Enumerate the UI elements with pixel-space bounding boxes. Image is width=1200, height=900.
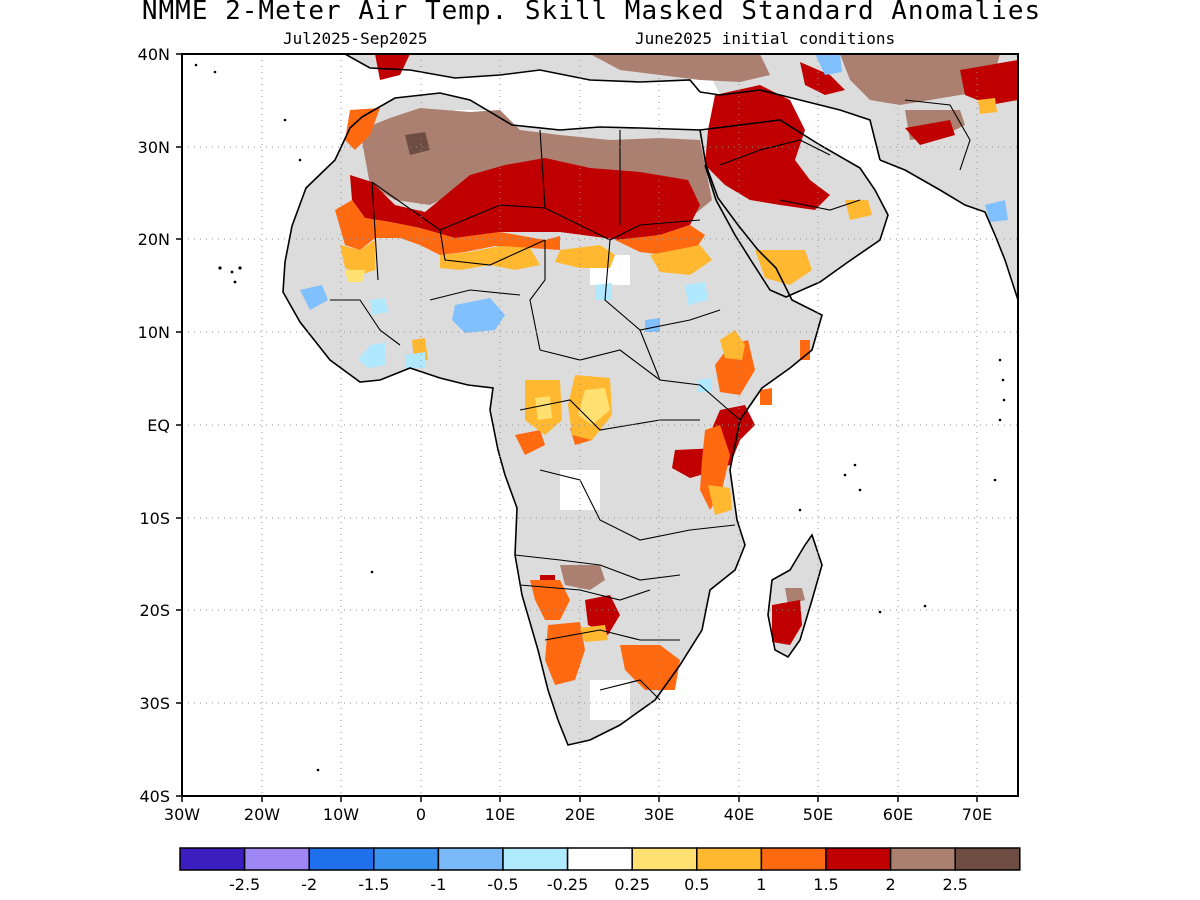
colorbar-label: -2.5 (229, 875, 260, 894)
colorbar-label: -0.5 (487, 875, 518, 894)
lon-label-20e: 20E (565, 805, 595, 824)
colorbar-label: 2 (886, 875, 896, 894)
colorbar-box (631, 847, 698, 871)
lon-label-10w: 10W (323, 805, 359, 824)
lat-label-30s: 30S (139, 694, 170, 713)
colorbar-box (437, 847, 504, 871)
lon-label-40e: 40E (724, 805, 754, 824)
valid-period: Jul2025-Sep2025 (283, 29, 428, 48)
colorbar-boxes (179, 847, 1021, 871)
anomaly-light-orange (340, 240, 375, 275)
anomaly-orange (335, 200, 560, 255)
colorbar-box (243, 847, 310, 871)
colorbar-label: 0.25 (614, 875, 650, 894)
map-title: NMME 2-Meter Air Temp. Skill Masked Stan… (141, 0, 1042, 26)
lat-label-eq: EQ (147, 416, 170, 435)
lon-label-50e: 50E (803, 805, 833, 824)
colorbar-box (889, 847, 956, 871)
colorbar-box (308, 847, 375, 871)
lon-label-0: 0 (416, 805, 426, 824)
lon-label-70e: 70E (962, 805, 992, 824)
colorbar-label: -1.5 (358, 875, 389, 894)
colorbar-label: -0.25 (547, 875, 588, 894)
lon-label-60e: 60E (883, 805, 913, 824)
lat-label-10s: 10S (139, 509, 170, 528)
anomaly-light-blue (452, 298, 505, 333)
lat-label-20s: 20S (139, 601, 170, 620)
colorbar-label: 0.5 (684, 875, 709, 894)
lat-label-10n: 10N (138, 323, 170, 342)
lat-label-40s: 40S (139, 787, 170, 806)
lon-label-20w: 20W (244, 805, 280, 824)
lon-label-30w: 30W (164, 805, 200, 824)
colorbar-box (954, 847, 1021, 871)
lat-labels: 40N 30N 20N 10N EQ 10S 20S 30S 40S (138, 45, 170, 806)
colorbar-label: -2 (301, 875, 317, 894)
lon-labels: 30W 20W 10W 0 10E 20E 30E 40E 50E 60E 70… (164, 805, 992, 824)
initial-conditions: June2025 initial conditions (635, 29, 896, 48)
tick-marks (176, 53, 978, 802)
lon-label-30e: 30E (644, 805, 674, 824)
colorbar-box (696, 847, 763, 871)
coastlines (282, 54, 1018, 746)
colorbar-box (179, 847, 246, 871)
colorbar-label: -1 (430, 875, 446, 894)
graticule (182, 54, 1018, 796)
colorbar-label: 1.5 (813, 875, 838, 894)
colorbar-box (760, 847, 827, 871)
colorbar-box (502, 847, 569, 871)
anomaly-dark-red (350, 158, 700, 240)
lat-label-30n: 30N (138, 138, 170, 157)
colorbar-box (566, 847, 633, 871)
country-borders (330, 99, 971, 701)
colorbar-labels: -2.5 -2 -1.5 -1 -0.5 -0.25 0.25 0.5 1 1.5 2 2.5 (229, 875, 968, 894)
colorbar-box (825, 847, 892, 871)
colorbar-box (373, 847, 440, 871)
lon-label-10e: 10E (485, 805, 515, 824)
island-dots (194, 63, 1006, 772)
lat-label-40n: 40N (138, 45, 170, 64)
colorbar: -2.5 -2 -1.5 -1 -0.5 -0.25 0.25 0.5 1 1.5 2 2.5 (179, 847, 1021, 894)
lat-label-20n: 20N (138, 230, 170, 249)
colorbar-label: 2.5 (942, 875, 967, 894)
colorbar-label: 1 (756, 875, 766, 894)
